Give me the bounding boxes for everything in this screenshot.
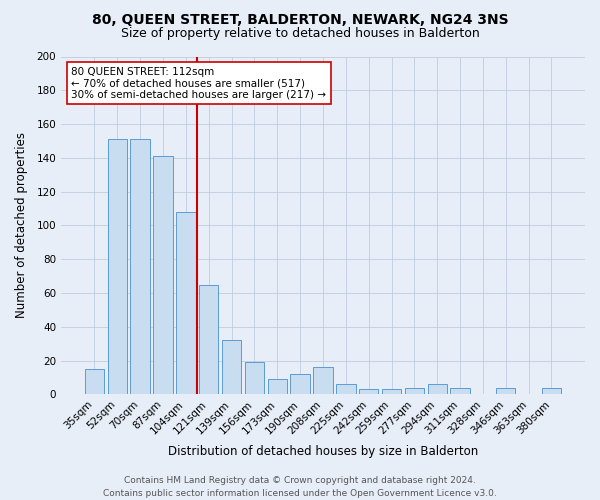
Text: Size of property relative to detached houses in Balderton: Size of property relative to detached ho… [121, 26, 479, 40]
Bar [222, 340, 241, 394]
Bar [313, 368, 332, 394]
Bar [496, 388, 515, 394]
Bar [107, 140, 127, 394]
Bar [130, 140, 150, 394]
X-axis label: Distribution of detached houses by size in Balderton: Distribution of detached houses by size … [168, 444, 478, 458]
Bar [154, 156, 173, 394]
Bar [85, 369, 104, 394]
Bar [428, 384, 447, 394]
Y-axis label: Number of detached properties: Number of detached properties [15, 132, 28, 318]
Bar [336, 384, 356, 394]
Bar [542, 388, 561, 394]
Bar [404, 388, 424, 394]
Bar [382, 390, 401, 394]
Bar [268, 379, 287, 394]
Bar [245, 362, 264, 394]
Bar [176, 212, 196, 394]
Bar [290, 374, 310, 394]
Bar [451, 388, 470, 394]
Text: 80, QUEEN STREET, BALDERTON, NEWARK, NG24 3NS: 80, QUEEN STREET, BALDERTON, NEWARK, NG2… [92, 12, 508, 26]
Bar [199, 284, 218, 395]
Text: 80 QUEEN STREET: 112sqm
← 70% of detached houses are smaller (517)
30% of semi-d: 80 QUEEN STREET: 112sqm ← 70% of detache… [71, 66, 326, 100]
Text: Contains HM Land Registry data © Crown copyright and database right 2024.
Contai: Contains HM Land Registry data © Crown c… [103, 476, 497, 498]
Bar [359, 390, 379, 394]
